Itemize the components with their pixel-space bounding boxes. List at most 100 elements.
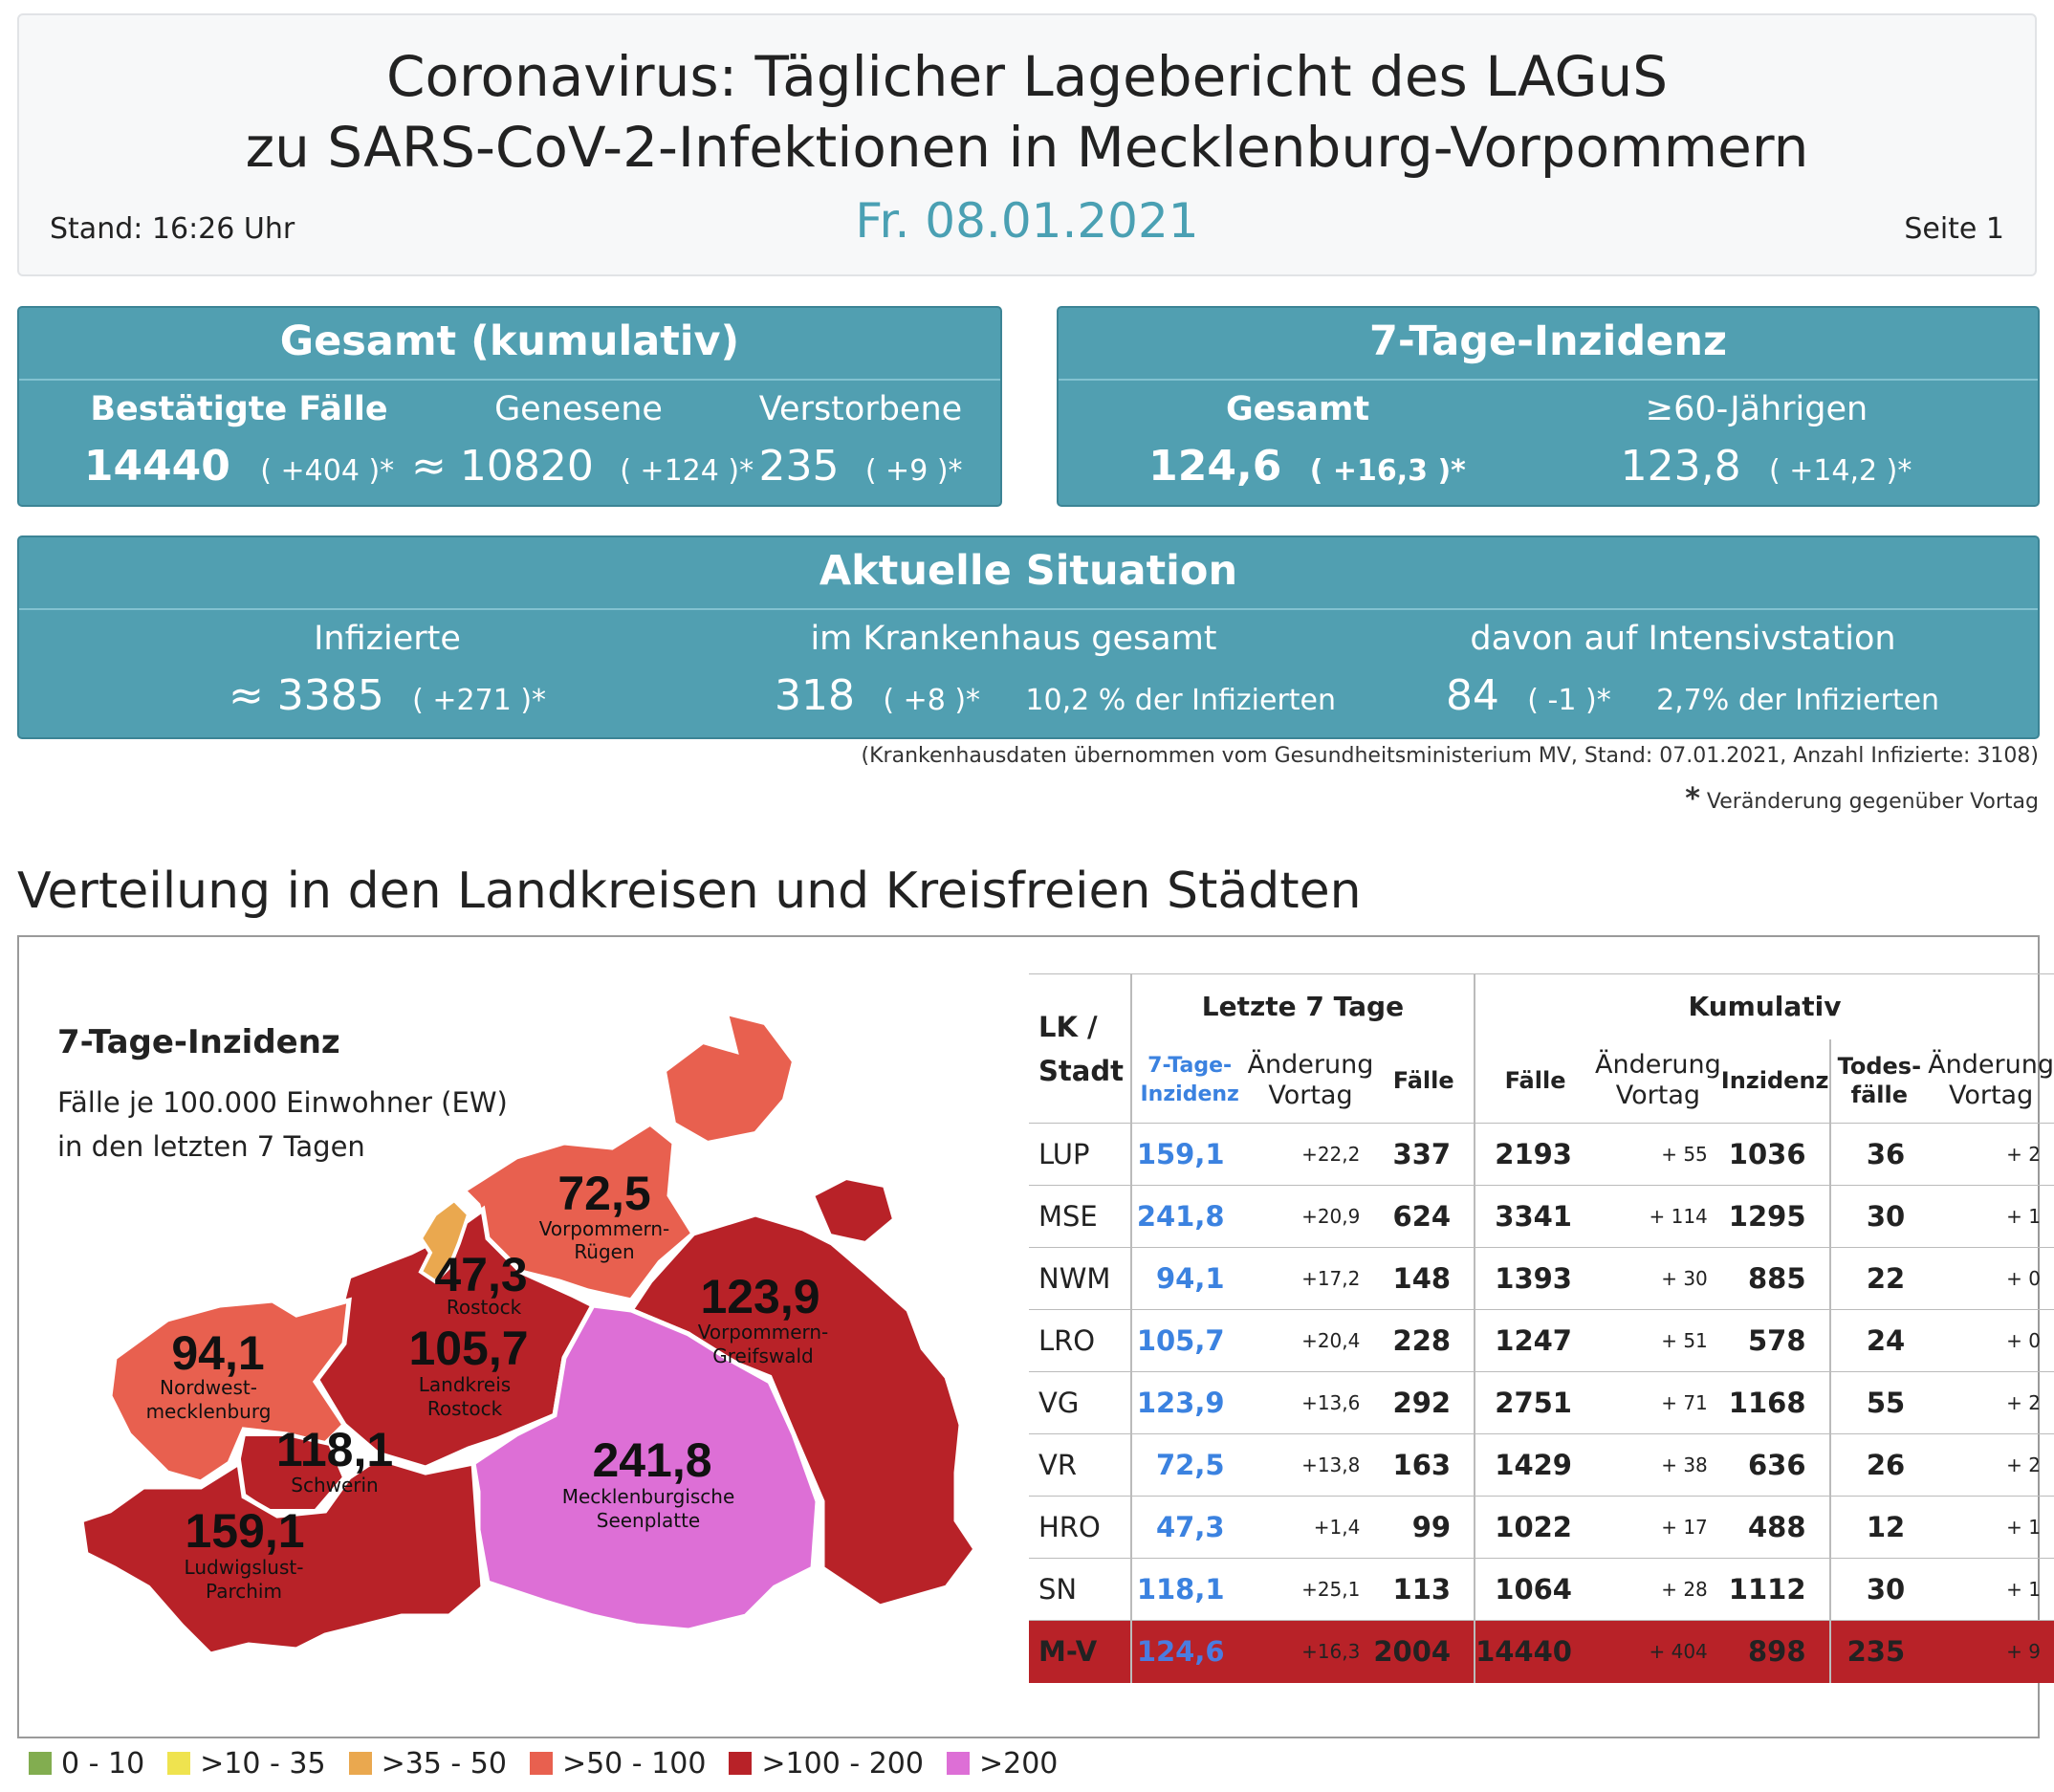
table-row: VR 72,5 +13,8 163 1429 + 38 636 26 + 2 xyxy=(1029,1433,2054,1497)
cell-cum-change: + 28 xyxy=(1661,1578,1708,1601)
report-title-line2: zu SARS-CoV-2-Infektionen in Mecklenburg… xyxy=(245,115,1809,180)
incidence-total-count: 124,6 xyxy=(1148,442,1282,491)
cell-deaths: 30 xyxy=(1828,1185,1929,1248)
legend-item: >35 - 50 xyxy=(348,1747,507,1781)
header-cum-incidence: Inzidenz xyxy=(1720,1067,1829,1095)
cell-district: LRO xyxy=(1038,1324,1096,1357)
cell-incidence-change: +13,8 xyxy=(1301,1453,1361,1476)
header-deaths-change: Änderung Vortag xyxy=(1928,1039,2054,1124)
cell-deaths: 235 xyxy=(1828,1620,1929,1683)
legend-item: >200 xyxy=(946,1746,1059,1781)
vr-value: 72,5 xyxy=(557,1167,650,1220)
cell-district: LUP xyxy=(1038,1138,1090,1170)
nwm-name1: Nordwest- xyxy=(160,1376,257,1399)
cell-district: VG xyxy=(1038,1387,1080,1419)
mse-value: 241,8 xyxy=(592,1433,711,1487)
cell-deaths: 55 xyxy=(1828,1371,1929,1434)
change-footnote: * Veränderung gegenüber Vortag xyxy=(1685,782,2039,816)
confirmed-label: Bestätigte Fälle xyxy=(90,390,388,428)
legend-swatch xyxy=(29,1752,52,1775)
confirmed-delta: ( +404 )* xyxy=(260,454,395,488)
legend-label: >200 xyxy=(978,1746,1059,1781)
cell-district: NWM xyxy=(1038,1262,1111,1295)
cell-cum-change: + 38 xyxy=(1661,1453,1708,1476)
header-cum-change-2: Vortag xyxy=(1615,1081,1701,1111)
map-title: 7-Tage-Inzidenz xyxy=(57,1023,340,1061)
legend-label: >10 - 35 xyxy=(200,1746,326,1781)
header-cases: Fälle xyxy=(1392,1067,1454,1095)
region-lup xyxy=(78,1455,486,1657)
cell-incidence: 118,1 xyxy=(1129,1558,1248,1621)
lup-name1: Ludwigslust- xyxy=(185,1556,304,1579)
mse-name1: Mecklenburgische xyxy=(562,1485,735,1508)
hro-name: Rostock xyxy=(447,1296,522,1319)
cell-deaths: 26 xyxy=(1828,1433,1929,1497)
cell-deaths-change: + 2 xyxy=(2006,1143,2041,1166)
deaths-delta: ( +9 )* xyxy=(864,454,963,488)
region-vr-ruegen xyxy=(662,1011,797,1146)
map-subtitle-2: in den letzten 7 Tagen xyxy=(57,1130,365,1163)
cell-deaths: 22 xyxy=(1828,1247,1929,1310)
legend-swatch xyxy=(348,1752,372,1775)
cell-cum-incidence: 1168 xyxy=(1728,1387,1806,1419)
footnote-text: Veränderung gegenüber Vortag xyxy=(1706,790,2039,814)
lup-name2: Parchim xyxy=(206,1580,282,1603)
legend-label: 0 - 10 xyxy=(61,1746,145,1781)
incidence-total-label: Gesamt xyxy=(1225,390,1370,428)
page-number: Seite 1 xyxy=(1904,212,2004,246)
cell-district: SN xyxy=(1038,1573,1078,1606)
cumulative-card: Gesamt (kumulativ) Bestätigte Fälle Gene… xyxy=(17,306,1002,507)
current-situation-card: Aktuelle Situation Infizierte im Kranken… xyxy=(17,535,2040,739)
report-title-line1: Coronavirus: Täglicher Lagebericht des L… xyxy=(385,44,1669,109)
cell-incidence-change: +20,4 xyxy=(1301,1329,1361,1352)
header-district: LK / Stadt xyxy=(1029,973,1131,1124)
cell-deaths-change: + 1 xyxy=(2006,1205,2041,1228)
incidence-total-delta: ( +16,3 )* xyxy=(1309,454,1466,488)
cell-cases-7d: 624 xyxy=(1392,1200,1452,1233)
cell-deaths-change: + 1 xyxy=(2006,1516,2041,1539)
table-row: NWM 94,1 +17,2 148 1393 + 30 885 22 + 0 xyxy=(1029,1247,2054,1310)
cell-cum-change: + 30 xyxy=(1661,1267,1708,1290)
cell-incidence-change: +16,3 xyxy=(1247,1620,1374,1683)
incidence-senior-delta: ( +14,2 )* xyxy=(1768,454,1912,488)
cell-district: HRO xyxy=(1038,1511,1101,1543)
cell-cases-7d: 163 xyxy=(1392,1449,1452,1481)
table-total-row: M-V 124,6 +16,3 2004 14440 + 404 898 235 + 9 xyxy=(1029,1620,2054,1683)
cell-cases-7d: 2004 xyxy=(1373,1620,1475,1683)
header-deaths-change-2: Vortag xyxy=(1948,1081,2034,1111)
header-cum-change-1: Änderung xyxy=(1594,1050,1721,1081)
hospital-count: 318 xyxy=(775,671,855,720)
recovered-delta: ( +124 )* xyxy=(620,454,754,488)
cell-incidence: 94,1 xyxy=(1129,1247,1248,1310)
legend-swatch xyxy=(946,1752,970,1775)
recovered-count: ≈ 10820 xyxy=(411,442,594,491)
icu-delta: ( -1 )* xyxy=(1527,684,1611,717)
hospital-data-footnote: (Krankenhausdaten übernommen vom Gesundh… xyxy=(861,744,2039,768)
confirmed-count: 14440 xyxy=(83,442,230,491)
legend-item: >10 - 35 xyxy=(167,1746,326,1781)
report-date: Fr. 08.01.2021 xyxy=(855,193,1199,249)
cell-cases-7d: 113 xyxy=(1392,1573,1452,1606)
infected-label: Infizierte xyxy=(314,620,461,658)
cumulative-title: Gesamt (kumulativ) xyxy=(279,317,740,365)
cell-cum-cases: 1022 xyxy=(1474,1496,1595,1559)
header-last7: Letzte 7 Tage xyxy=(1129,973,1475,1039)
incidence-senior-count: 123,8 xyxy=(1620,442,1741,491)
region-vg-usedom xyxy=(810,1175,897,1246)
table-row: SN 118,1 +25,1 113 1064 + 28 1112 30 + 1 xyxy=(1029,1558,2054,1621)
cell-incidence-change: +1,4 xyxy=(1313,1516,1361,1539)
vg-name2: Greifswald xyxy=(712,1344,813,1367)
icu-label: davon auf Intensivstation xyxy=(1470,620,1896,658)
cell-cum-incidence: 885 xyxy=(1747,1262,1806,1295)
region-nwm xyxy=(107,1297,352,1485)
legend-swatch xyxy=(729,1752,753,1775)
cell-deaths-change: + 2 xyxy=(2006,1453,2041,1476)
legend-swatch xyxy=(529,1752,553,1775)
confirmed-value: 14440 ( +404 )* xyxy=(48,442,430,491)
cell-cum-change: + 55 xyxy=(1661,1143,1708,1166)
cell-deaths-change: + 9 xyxy=(1928,1620,2054,1683)
vg-name1: Vorpommern- xyxy=(698,1321,829,1344)
recovered-label: Genesene xyxy=(494,390,663,428)
cell-incidence: 241,8 xyxy=(1129,1185,1248,1248)
deaths-count: 235 xyxy=(758,442,840,491)
